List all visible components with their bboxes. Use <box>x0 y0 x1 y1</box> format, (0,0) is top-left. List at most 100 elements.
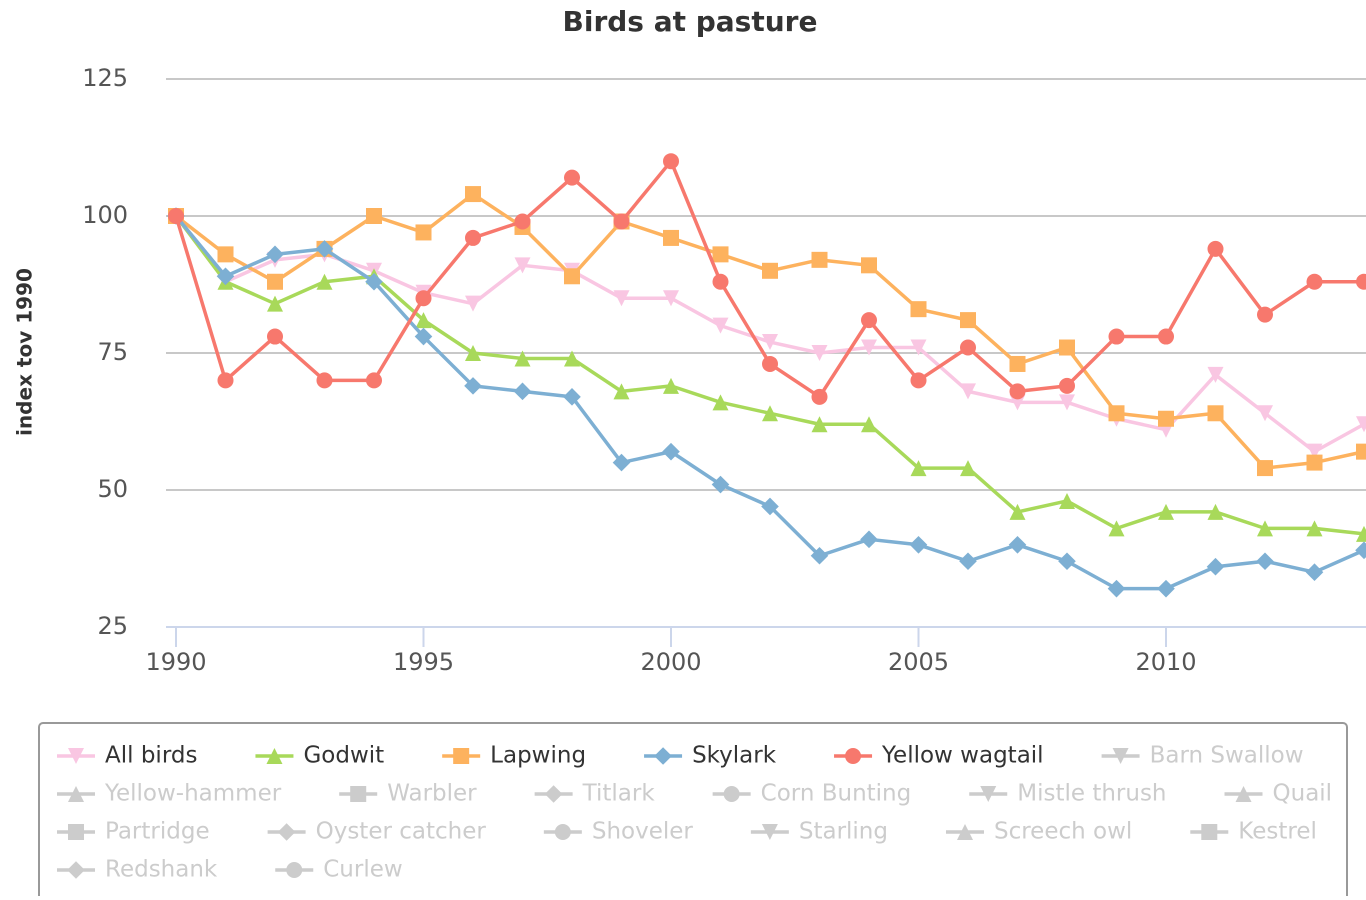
legend-label: Partridge <box>105 819 210 845</box>
marker <box>762 262 778 279</box>
legend-item[interactable]: Titlark <box>534 781 656 807</box>
y-tick-label: 50 <box>97 475 128 503</box>
marker <box>514 257 531 274</box>
legend-item[interactable]: Godwit <box>255 743 384 769</box>
marker <box>1158 328 1174 345</box>
marker <box>465 345 481 361</box>
legend-item[interactable]: Redshank <box>57 857 218 883</box>
marker <box>415 290 432 307</box>
marker <box>1306 443 1323 460</box>
marker <box>316 372 333 389</box>
marker <box>1009 383 1026 400</box>
marker <box>960 339 976 356</box>
marker <box>1356 273 1366 290</box>
legend-item[interactable]: Yellow-hammer <box>57 781 282 807</box>
marker <box>663 229 679 246</box>
marker <box>1108 328 1125 345</box>
marker <box>217 246 234 263</box>
marker <box>453 748 470 764</box>
marker <box>1158 410 1174 427</box>
marker <box>68 824 84 840</box>
marker <box>861 339 877 356</box>
marker <box>663 153 679 170</box>
legend-box <box>38 722 1348 900</box>
legend-item[interactable]: Quail <box>1224 781 1333 807</box>
marker <box>1009 355 1026 372</box>
marker <box>465 295 481 312</box>
x-tick-label: 1995 <box>393 648 454 676</box>
marker <box>415 224 432 241</box>
marker <box>861 257 877 274</box>
marker <box>563 388 581 406</box>
legend-item[interactable]: All birds <box>57 743 197 769</box>
marker <box>316 273 333 290</box>
marker <box>266 748 283 764</box>
marker <box>762 405 778 422</box>
marker <box>1107 579 1126 598</box>
y-tick-label: 125 <box>82 64 128 92</box>
legend-item[interactable]: Partridge <box>57 819 210 845</box>
legend-item[interactable]: Mistle thrush <box>969 781 1167 807</box>
marker <box>464 377 482 395</box>
marker <box>960 460 976 477</box>
marker <box>564 268 580 285</box>
marker <box>1356 443 1366 460</box>
legend-item[interactable]: Shoveler <box>543 819 694 845</box>
marker <box>959 552 977 571</box>
legend-item[interactable]: Oyster catcher <box>267 819 487 845</box>
marker <box>1059 394 1075 411</box>
legend-item[interactable]: Starling <box>750 819 888 845</box>
marker <box>811 345 828 361</box>
chart-title: Birds at pasture <box>563 5 818 38</box>
legend-label: Quail <box>1273 781 1333 807</box>
marker <box>613 290 630 307</box>
legend-label: Screech owl <box>994 819 1132 845</box>
legend-item[interactable]: Barn Swallow <box>1101 743 1304 769</box>
marker <box>1206 557 1225 576</box>
marker <box>415 312 432 329</box>
marker <box>414 327 433 346</box>
marker <box>1257 460 1273 477</box>
legend-item[interactable]: Kestrel <box>1190 819 1317 845</box>
legend-label: Warbler <box>387 781 477 807</box>
marker <box>514 213 531 230</box>
marker <box>712 273 729 290</box>
marker <box>465 229 481 246</box>
legend-item[interactable]: Warbler <box>339 781 477 807</box>
legend-item[interactable]: Yellow wagtail <box>834 743 1044 769</box>
marker <box>1207 503 1224 520</box>
marker <box>266 245 284 264</box>
legend-item[interactable]: Curlew <box>275 857 403 883</box>
legend-item[interactable]: Corn Bunting <box>712 781 912 807</box>
marker <box>612 453 631 472</box>
legend-label: Kestrel <box>1238 819 1317 845</box>
legend-item[interactable]: Lapwing <box>442 743 586 769</box>
marker <box>277 823 296 841</box>
marker <box>810 546 829 565</box>
marker <box>513 382 532 401</box>
marker <box>564 350 580 367</box>
marker <box>168 208 184 224</box>
marker <box>712 317 729 334</box>
x-tick-label: 2010 <box>1135 648 1196 676</box>
legend-item[interactable]: Skylark <box>644 743 777 769</box>
marker <box>1207 366 1224 383</box>
marker <box>216 267 235 286</box>
marker <box>861 416 877 433</box>
y-tick-label: 100 <box>82 201 128 229</box>
marker <box>860 530 878 549</box>
marker <box>960 312 976 329</box>
marker <box>366 208 382 224</box>
x-tick-label: 2000 <box>640 648 701 676</box>
marker <box>350 786 367 802</box>
y-axis-title: index tov 1990 <box>13 268 37 436</box>
marker <box>315 240 334 258</box>
marker <box>663 377 679 394</box>
series <box>168 208 1366 460</box>
legend-item[interactable]: Screech owl <box>945 819 1132 845</box>
marker <box>663 290 679 307</box>
marker <box>544 785 563 803</box>
marker <box>267 328 283 345</box>
